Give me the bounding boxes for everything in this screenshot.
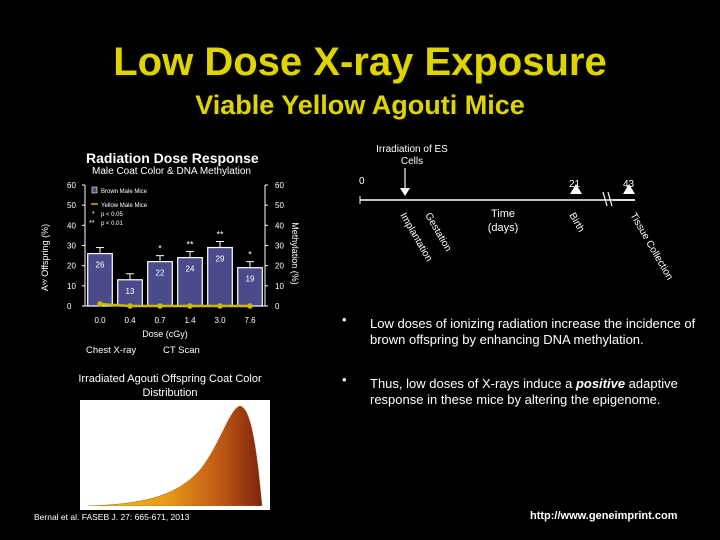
bar-label-0.0: 26: [96, 261, 105, 270]
reference: Bernal et al. FASEB J. 27: 665-671, 2013: [34, 512, 190, 522]
yellow-point-0.4: [127, 303, 133, 309]
bullet-1: Low doses of ionizing radiation increase…: [370, 316, 696, 347]
event-tissue-collection: Tissue Collection: [627, 211, 674, 282]
tick-label-0: 0: [359, 176, 365, 187]
distribution-baseline: [80, 506, 270, 510]
y-tick-right-60: 60: [275, 181, 284, 190]
distribution-title: Irradiated Agouti Offspring Coat Color D…: [78, 373, 262, 399]
source-link[interactable]: http://www.geneimprint.com: [530, 510, 678, 522]
distribution-curve: [87, 405, 263, 507]
yellow-series-line: [99, 302, 250, 308]
significance-0.7: *: [158, 244, 162, 254]
bullet-2: Thus, low doses of X-rays induce a posit…: [370, 376, 700, 408]
x-tick-0.4: 0.4: [124, 316, 136, 325]
slide-subtitle: Viable Yellow Agouti Mice: [195, 90, 525, 120]
legend-sig1-symbol: *: [92, 211, 95, 218]
irradiation-label: Irradiation of ES Cells: [376, 144, 448, 167]
legend-sig1: p < 0.05: [101, 212, 124, 218]
y-tick-left-10: 10: [67, 282, 76, 291]
yellow-point-7.6: [247, 303, 253, 309]
y-tick-left-60: 60: [67, 181, 76, 190]
legend-brown-swatch: [91, 186, 98, 194]
y-tick-right-0: 0: [275, 302, 280, 311]
bullet-2-marker: •: [342, 372, 347, 387]
significance-3.0: **: [216, 230, 224, 240]
bar-7.6: [237, 267, 263, 307]
bar-3.0: [207, 246, 233, 307]
chest-xray-label: Chest X-ray: [86, 345, 137, 356]
yellow-point-3.0: [217, 303, 223, 309]
y-axis-right-label: Methylation (%): [290, 222, 300, 285]
y-axis-left-label: Aᵛʸ Offspring (%): [40, 224, 50, 291]
timeline-break-1: [602, 191, 608, 207]
y-tick-right-30: 30: [275, 242, 284, 251]
bullet-1-marker: •: [342, 312, 347, 327]
tick-label-21: 21: [569, 179, 581, 190]
bar-0.7: [147, 261, 173, 307]
y-tick-left-20: 20: [67, 262, 76, 271]
bar-chart-group: 0 0 10 10 20 20 30 30 40 40 50 50 60 60 26 0.0 13 0.4 22 * 0…: [40, 181, 300, 339]
y-tick-right-10: 10: [275, 282, 284, 291]
slide-title: Low Dose X-ray Exposure: [113, 40, 607, 84]
x-tick-1.4: 1.4: [184, 316, 196, 325]
x-tick-0.0: 0.0: [94, 316, 106, 325]
birth-triangle: [570, 184, 582, 194]
y-tick-right-40: 40: [275, 221, 284, 230]
bar-1.4: [177, 256, 203, 307]
timeline-break-2: [607, 191, 613, 207]
bar-label-3.0: 29: [216, 255, 225, 264]
irradiation-arrowhead: [400, 188, 410, 196]
x-axis-label: Dose (cGy): [142, 329, 188, 339]
dose-response-chart: 0 0 10 10 20 20 30 30 40 40 50 50 60 60 26 0.0 13 0.4 22 * 0…: [40, 181, 300, 339]
ct-scan-label: CT Scan: [163, 345, 200, 356]
bullet-2-before: Thus, low doses of X-rays induce a: [370, 376, 576, 391]
yellow-point-0.7: [157, 303, 163, 309]
legend-yellow: Yellow Male Mice: [101, 203, 148, 209]
bar-label-1.4: 24: [186, 265, 195, 274]
y-tick-right-50: 50: [275, 201, 284, 210]
bar-label-0.4: 13: [126, 287, 135, 296]
collection-triangle: [623, 184, 635, 194]
bullet-2-emphasis: positive: [575, 376, 626, 391]
significance-1.4: **: [186, 240, 194, 250]
y-tick-left-0: 0: [67, 302, 72, 311]
yellow-point-0.0: [97, 301, 103, 307]
bar-0.4: [117, 279, 143, 307]
experiment-timeline: 0 21 43 Implantation Gestation Birth Tis…: [359, 168, 675, 282]
tick-label-43: 43: [623, 179, 635, 190]
significance-7.6: *: [248, 250, 252, 260]
bar-label-0.7: 22: [156, 269, 165, 278]
legend-sig2: p < 0.01: [101, 221, 124, 227]
dose-panel-title: Radiation Dose Response: [86, 150, 259, 166]
x-tick-7.6: 7.6: [244, 316, 256, 325]
bullet-2-after: adaptive response in these mice by alter…: [370, 376, 678, 407]
y-tick-left-50: 50: [67, 201, 76, 210]
time-label: Time (days): [487, 208, 519, 234]
coat-color-distribution: [80, 400, 270, 510]
legend-sig2-symbol: **: [89, 220, 95, 227]
y-tick-left-40: 40: [67, 221, 76, 230]
bar-label-7.6: 19: [246, 275, 255, 284]
x-tick-3.0: 3.0: [214, 316, 226, 325]
y-tick-right-20: 20: [275, 262, 284, 271]
legend-brown: Brown Male Mice: [101, 189, 148, 195]
yellow-point-1.4: [187, 303, 193, 309]
x-tick-0.7: 0.7: [154, 316, 166, 325]
dose-panel-subtitle: Male Coat Color & DNA Methylation: [92, 166, 251, 177]
event-birth: Birth: [566, 211, 586, 234]
y-tick-left-30: 30: [67, 242, 76, 251]
